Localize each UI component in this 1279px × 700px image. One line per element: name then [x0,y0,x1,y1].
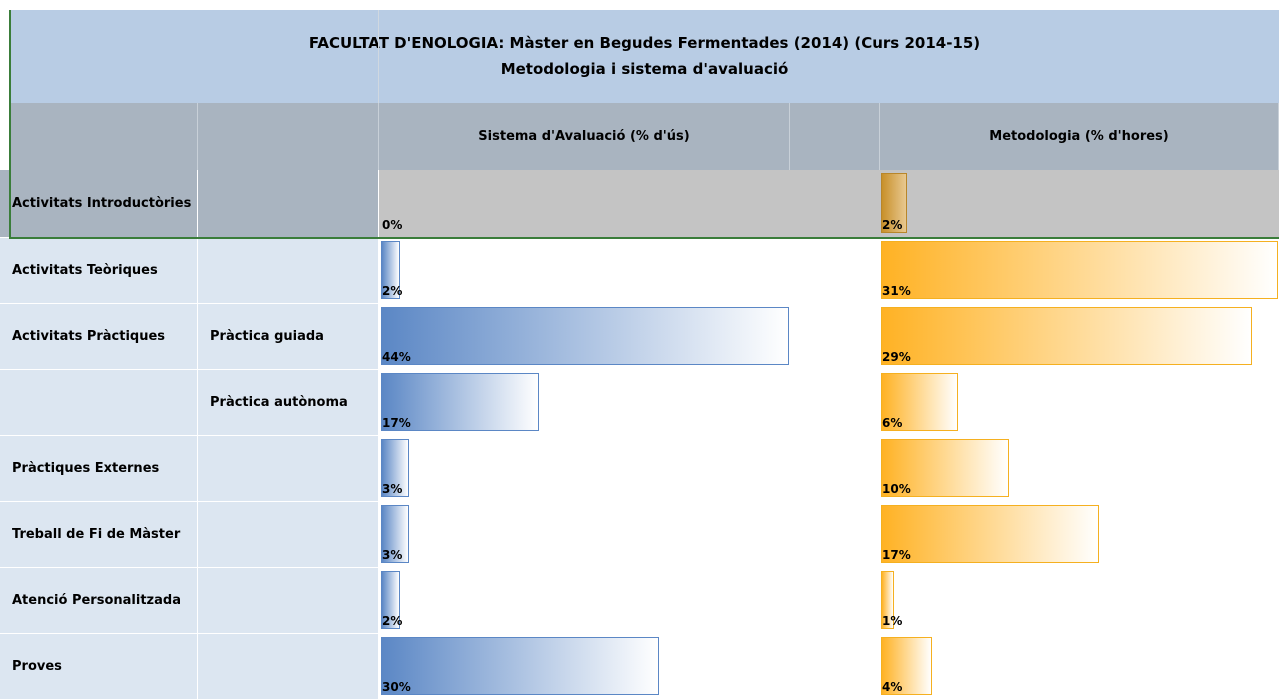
eval-bar [381,241,400,299]
eval-label: 0% [382,218,403,232]
method-bar [881,571,894,629]
eval-label: 2% [382,284,403,298]
eval-label: 44% [382,350,411,364]
method-header: Metodologia (% d'hores) [880,103,1279,170]
sub-cell [198,238,379,304]
method-label: 17% [882,548,911,562]
eval-label: 3% [382,548,403,562]
selection-border [9,10,11,239]
eval-label: 2% [382,614,403,628]
title-banner: FACULTAT D'ENOLOGIA: Màster en Begudes F… [10,10,1279,103]
title: FACULTAT D'ENOLOGIA: Màster en Begudes F… [308,34,981,52]
sub-cell: Pràctica autònoma [198,370,379,436]
sub-cell: Pràctica guiada [198,304,379,370]
method-bar [881,439,1010,497]
activity-cell: Atenció Personalitzada [0,568,198,634]
eval-bar [381,637,660,695]
method-label: 10% [882,482,911,496]
activity-cell: Pràctiques Externes [0,436,198,502]
eval-label: 30% [382,680,411,694]
method-label: 6% [882,416,903,430]
eval-header: Sistema d'Avaluació (% d'ús) [379,103,790,170]
header-cell [10,103,198,170]
eval-bar [381,505,409,563]
method-label: 31% [882,284,911,298]
activity-cell: Activitats Introductòries [0,170,198,238]
sub-cell [198,502,379,568]
method-bar [881,173,907,233]
method-bar [881,241,1278,299]
activity-cell: Activitats Teòriques [0,238,198,304]
method-label: 4% [882,680,903,694]
row-bg [379,170,1279,238]
eval-bar [381,373,539,431]
method-label: 29% [882,350,911,364]
activity-cell [0,370,198,436]
sub-cell [198,170,379,238]
method-bar [881,505,1099,563]
eval-bar [381,439,409,497]
sub-cell [198,634,379,700]
method-bar [881,373,958,431]
activity-cell: Proves [0,634,198,700]
eval-label: 3% [382,482,403,496]
sub-cell [198,436,379,502]
header-cell [198,103,379,170]
activity-cell: Treball de Fi de Màster [0,502,198,568]
method-bar [881,307,1253,365]
sub-cell [198,568,379,634]
activity-cell: Activitats Pràctiques [0,304,198,370]
header-cell [790,103,880,170]
eval-label: 17% [382,416,411,430]
eval-bar [381,571,400,629]
selection-border [9,237,1279,239]
method-label: 2% [882,218,903,232]
eval-bar [381,307,789,365]
subtitle: Metodologia i sistema d'avaluació [500,60,789,78]
method-label: 1% [882,614,903,628]
